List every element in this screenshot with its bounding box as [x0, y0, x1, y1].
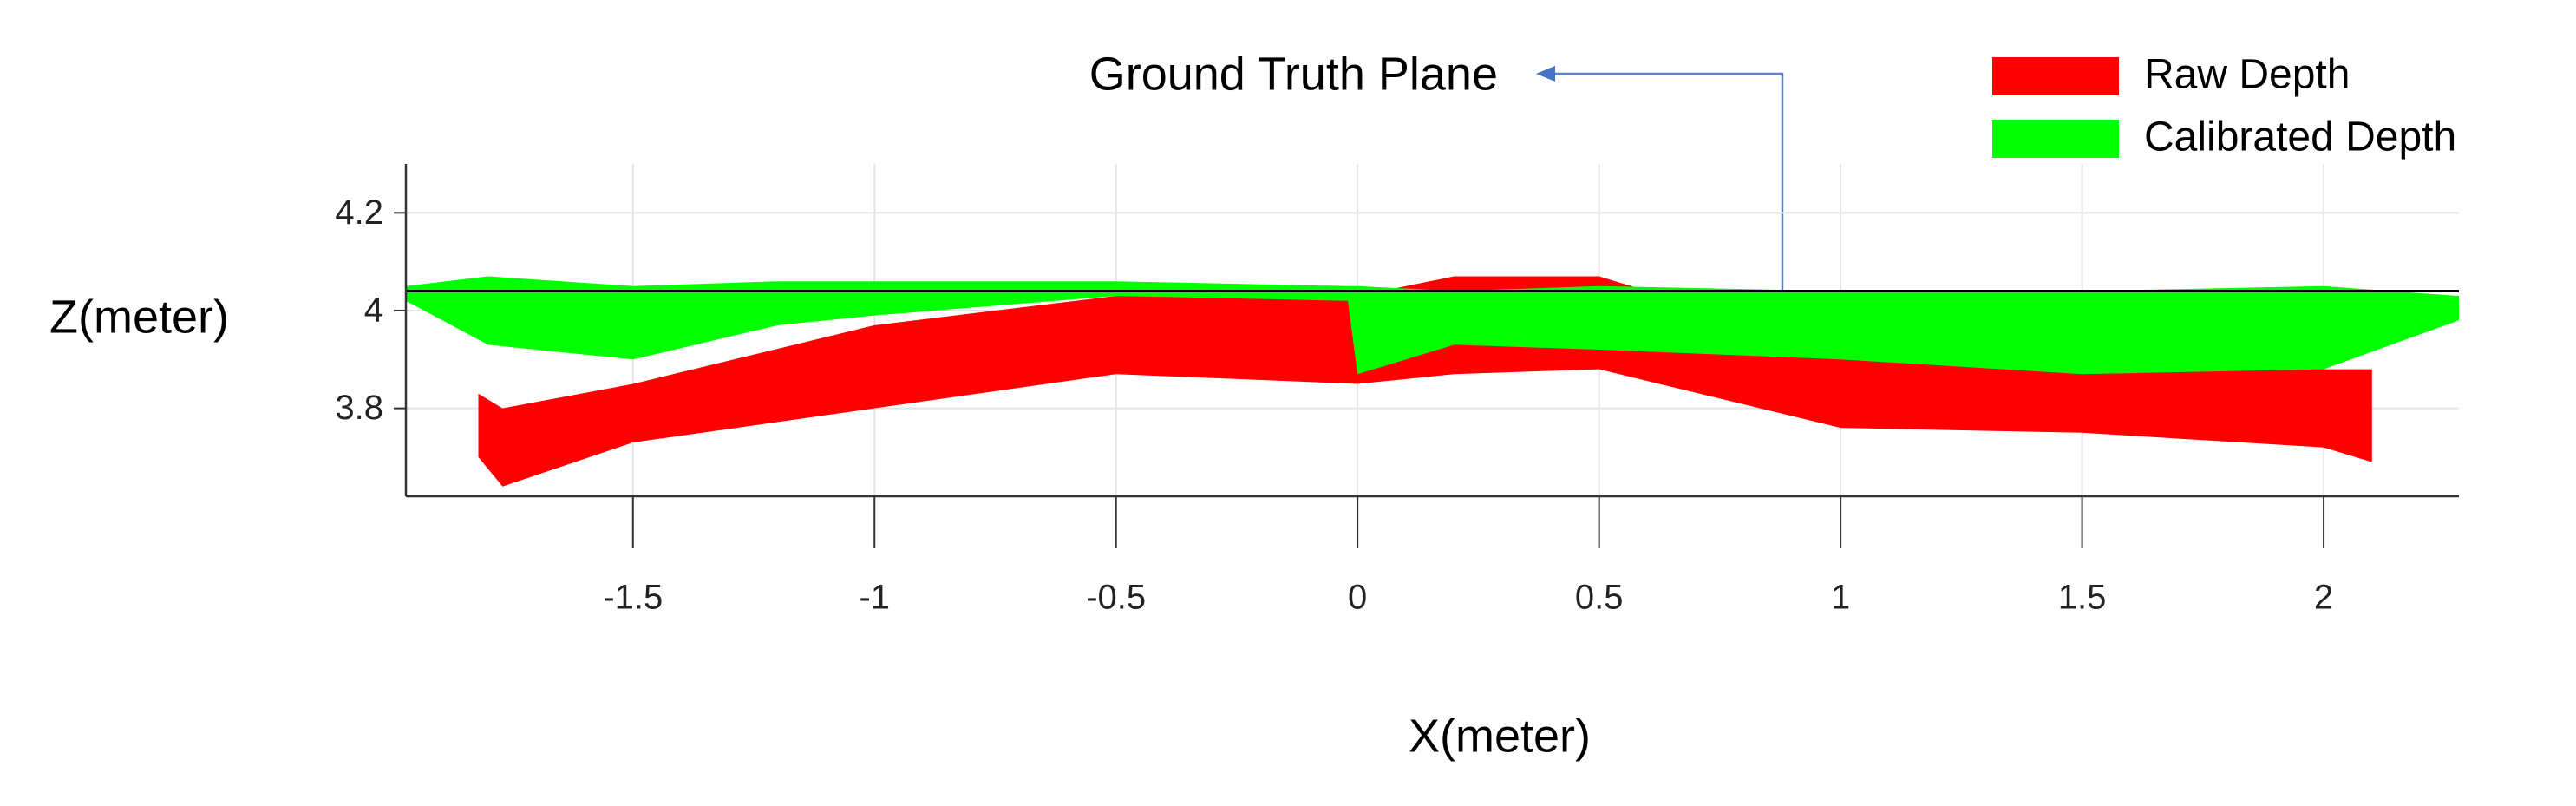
legend-swatch — [1992, 57, 2119, 95]
legend-label: Raw Depth — [2144, 52, 2350, 98]
x-tick-label: 1.5 — [2058, 579, 2107, 617]
depth-band — [478, 276, 2372, 487]
arrow-head — [1536, 66, 1555, 82]
y-tick-label: 3.8 — [335, 389, 383, 427]
x-tick-label: 0 — [1348, 579, 1367, 617]
y-tick-label: 4 — [364, 292, 383, 330]
x-tick-label: 0.5 — [1575, 579, 1624, 617]
depth-band — [406, 276, 2459, 375]
x-tick-label: -1 — [859, 579, 890, 617]
x-axis-label: X(meter) — [1409, 710, 1591, 762]
x-tick-label: 1 — [1831, 579, 1850, 617]
annotation-arrow — [1553, 72, 1784, 292]
y-axis-label: Z(meter) — [49, 291, 229, 343]
annotation: Ground Truth Plane — [1089, 48, 1498, 100]
x-tick-label: -0.5 — [1086, 579, 1146, 617]
legend-label: Calibrated Depth — [2144, 115, 2456, 161]
x-tick-label: 2 — [2314, 579, 2333, 617]
x-tick-label: -1.5 — [603, 579, 663, 617]
legend-swatch — [1992, 120, 2119, 158]
y-tick-label: 4.2 — [335, 193, 383, 232]
